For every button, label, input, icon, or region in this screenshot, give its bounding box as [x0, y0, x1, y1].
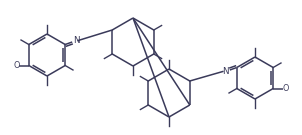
Text: N: N: [223, 67, 229, 76]
Text: O: O: [283, 84, 289, 93]
Text: O: O: [14, 61, 20, 70]
Text: N: N: [73, 36, 79, 45]
